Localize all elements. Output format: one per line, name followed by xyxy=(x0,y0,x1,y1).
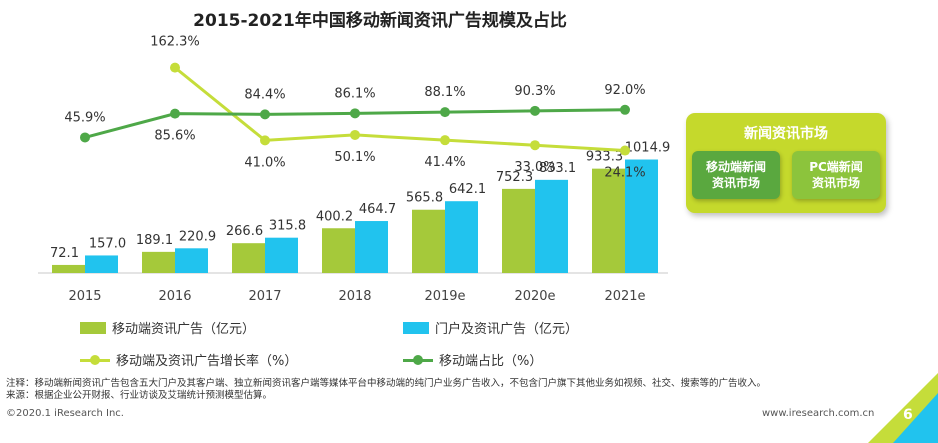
legend-label-portal-ad: 门户及资讯广告（亿元） xyxy=(435,322,579,337)
bar-portal-ad xyxy=(175,248,208,273)
growth-rate-point xyxy=(620,145,630,156)
mobile-share-label: 88.1% xyxy=(424,85,465,100)
mobile-share-point xyxy=(440,107,450,118)
mobile-share-point xyxy=(170,108,180,119)
growth-rate-point xyxy=(260,135,270,146)
mobile-news-market: 移动端新闻 资讯市场 xyxy=(692,151,780,199)
x-tick-label: 2018 xyxy=(338,289,371,304)
bar-portal-ad xyxy=(535,179,568,273)
footnote: 注释：移动端新闻资讯广告包含五大门户及其客户端、独立新闻资讯客户端等媒体平台中移… xyxy=(6,378,886,402)
chart-title: 2015-2021年中国移动新闻资讯广告规模及占比 xyxy=(193,11,567,31)
bar-label-mobile-ad: 400.2 xyxy=(316,209,353,224)
growth-rate-label: 50.1% xyxy=(334,150,375,165)
x-tick-label: 2020e xyxy=(514,289,555,304)
legend-label-growth-rate: 移动端及资讯广告增长率（%） xyxy=(116,354,298,369)
bar-label-mobile-ad: 752.3 xyxy=(496,170,533,185)
legend-label-mobile-ad: 移动端资讯广告（亿元） xyxy=(112,322,256,337)
mobile-share-point xyxy=(80,132,90,143)
mobile-share-label: 92.0% xyxy=(604,83,645,98)
mobile-share-point xyxy=(260,109,270,120)
growth-rate-point xyxy=(170,62,180,73)
legend-swatch-growth-rate xyxy=(80,354,110,366)
bar-mobile-ad xyxy=(322,228,355,273)
legend-mobile-ad: 移动端资讯广告（亿元） xyxy=(80,318,255,337)
bar-label-mobile-ad: 565.8 xyxy=(406,191,443,206)
mobile-share-label: 85.6% xyxy=(154,129,195,144)
bar-label-mobile-ad: 189.1 xyxy=(136,233,173,248)
bar-label-mobile-ad: 933.3 xyxy=(586,150,623,165)
bar-label-portal-ad: 642.1 xyxy=(449,182,486,197)
bar-label-portal-ad: 220.9 xyxy=(179,229,216,244)
growth-rate-label: 162.3% xyxy=(150,35,200,50)
bar-label-portal-ad: 1014.9 xyxy=(625,141,671,156)
bar-mobile-ad xyxy=(592,168,625,273)
pc-news-market: PC端新闻 资讯市场 xyxy=(792,151,880,199)
growth-rate-point xyxy=(440,135,450,146)
x-tick-label: 2016 xyxy=(158,289,191,304)
mobile-share-label: 90.3% xyxy=(514,84,555,99)
bar-label-mobile-ad: 266.6 xyxy=(226,224,263,239)
bar-portal-ad xyxy=(355,221,388,273)
bar-label-mobile-ad: 72.1 xyxy=(50,246,79,261)
bar-portal-ad xyxy=(85,255,118,273)
bar-portal-ad xyxy=(445,201,478,273)
bar-mobile-ad xyxy=(412,209,445,273)
legend-mobile-share: 移动端占比（%） xyxy=(403,350,542,369)
copyright: ©2020.1 iResearch Inc. xyxy=(6,408,124,419)
bar-label-portal-ad: 833.1 xyxy=(539,161,576,176)
mobile-share-point xyxy=(530,105,540,116)
legend-swatch-portal-ad xyxy=(403,321,429,334)
mobile-share-point xyxy=(350,108,360,119)
bar-label-portal-ad: 157.0 xyxy=(89,236,126,251)
bar-mobile-ad xyxy=(142,251,175,273)
growth-rate-label: 41.0% xyxy=(244,155,285,170)
bar-label-portal-ad: 464.7 xyxy=(359,202,396,217)
x-tick-label: 2015 xyxy=(68,289,101,304)
x-tick-label: 2019e xyxy=(424,289,465,304)
page-number: 6 xyxy=(903,407,913,423)
legend-portal-ad: 门户及资讯广告（亿元） xyxy=(403,318,578,337)
growth-rate-point xyxy=(530,140,540,151)
mobile-share-point xyxy=(620,104,630,115)
growth-rate-label: 33.0% xyxy=(514,160,555,175)
bar-mobile-ad xyxy=(502,188,535,273)
legend-swatch-mobile-share xyxy=(403,354,433,366)
website: www.iresearch.com.cn xyxy=(762,408,875,419)
growth-rate-line xyxy=(174,66,626,153)
x-tick-label: 2017 xyxy=(248,289,281,304)
bar-mobile-ad xyxy=(232,243,265,273)
mobile-share-label: 84.4% xyxy=(244,87,285,102)
footnote-source: 来源：根据企业公开财报、行业访谈及艾瑞统计预测模型估算。 xyxy=(6,390,273,401)
growth-rate-label: 41.4% xyxy=(424,155,465,170)
footnote-note: 注释：移动端新闻资讯广告包含五大门户及其客户端、独立新闻资讯客户端等媒体平台中移… xyxy=(6,378,767,389)
legend-label-mobile-share: 移动端占比（%） xyxy=(439,354,543,369)
news-market-title: 新闻资讯市场 xyxy=(744,126,828,142)
mobile-share-label: 86.1% xyxy=(334,86,375,101)
growth-rate-label: 24.1% xyxy=(604,166,645,181)
x-tick-label: 2021e xyxy=(604,289,645,304)
growth-rate-point xyxy=(350,129,360,140)
news-market-box: 新闻资讯市场 移动端新闻 资讯市场 PC端新闻 资讯市场 xyxy=(686,113,886,213)
bar-label-portal-ad: 315.8 xyxy=(269,219,306,234)
bar-mobile-ad xyxy=(52,264,85,273)
mobile-share-label: 45.9% xyxy=(64,110,105,125)
bar-portal-ad xyxy=(265,237,298,273)
legend-growth-rate: 移动端及资讯广告增长率（%） xyxy=(80,350,297,369)
bar-portal-ad xyxy=(625,159,658,273)
legend-swatch-mobile-ad xyxy=(80,321,106,334)
